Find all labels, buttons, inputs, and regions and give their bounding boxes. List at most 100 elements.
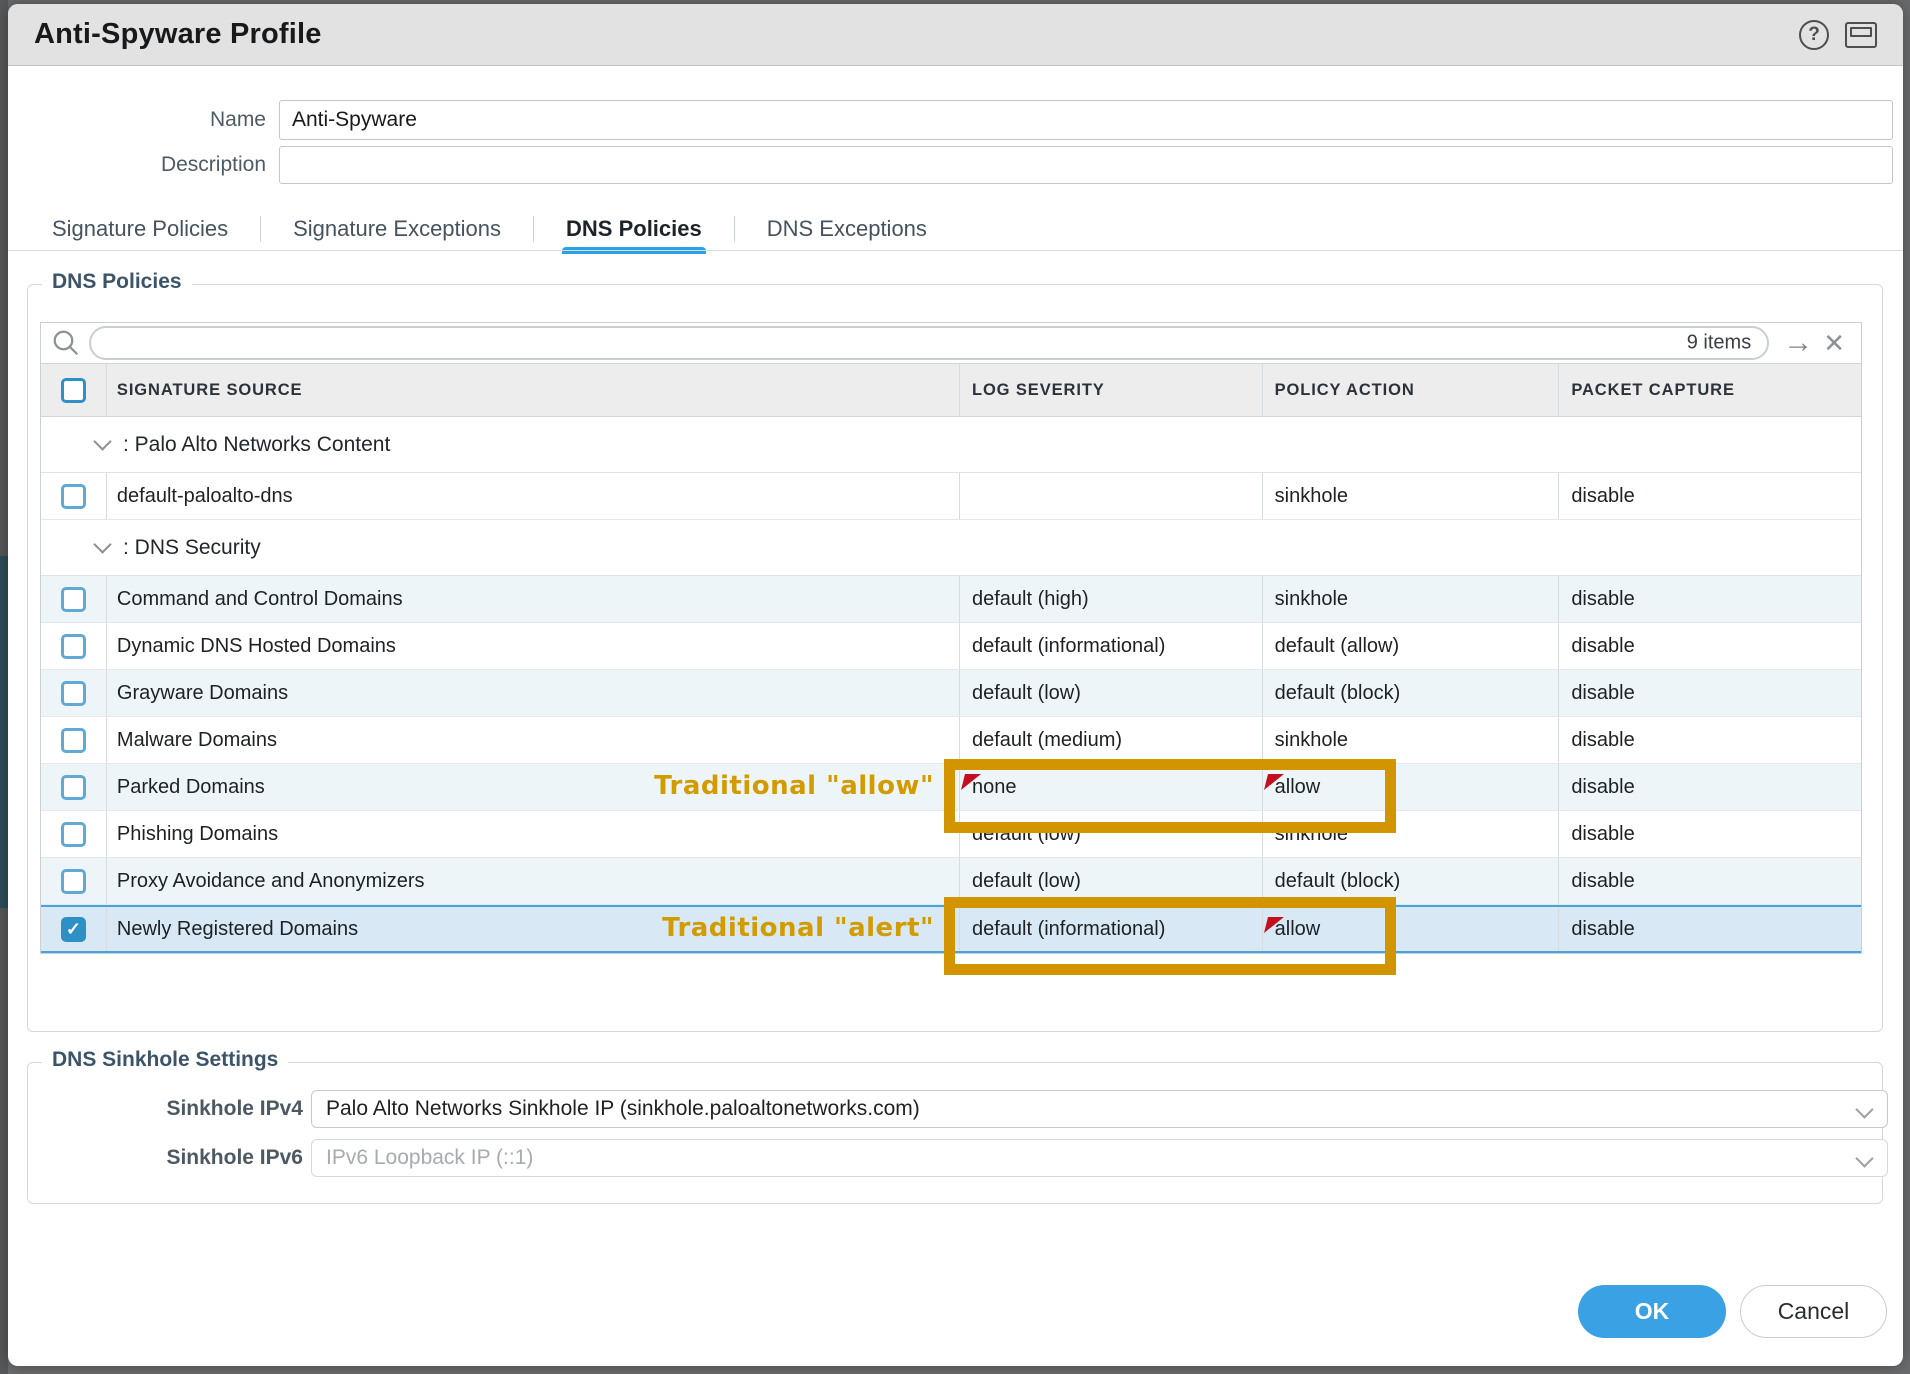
cell-packet-capture[interactable]: disable [1558,670,1861,716]
cell-signature-source[interactable]: Newly Registered Domains [106,907,959,951]
window-restore-icon[interactable] [1845,22,1877,48]
row-checkbox[interactable] [61,728,86,753]
cell-signature-source[interactable]: Command and Control Domains [106,576,959,622]
row-checkbox[interactable] [61,484,86,509]
cell-log-severity[interactable]: default (low) [959,858,1262,904]
dns-policies-table: 9 items → ✕ SIGNATURE SOURCE LOG SEVERIT… [40,322,1862,954]
table-row[interactable]: Grayware Domainsdefault (low)default (bl… [41,670,1861,717]
row-checkbox[interactable] [61,822,86,847]
dns-policies-legend: DNS Policies [42,270,192,294]
cell-policy-action[interactable]: sinkhole [1262,473,1559,519]
row-checkbox[interactable] [61,775,86,800]
search-input[interactable] [91,328,1767,358]
cell-policy-action[interactable]: default (block) [1262,670,1559,716]
cell-log-severity[interactable]: default (low) [959,670,1262,716]
sinkhole-ipv4-label: Sinkhole IPv4 [28,1090,303,1128]
name-input[interactable] [279,100,1893,140]
dialog-titlebar: Anti-Spyware Profile ? [8,4,1903,66]
row-checkbox-cell [41,811,106,857]
cell-packet-capture[interactable]: disable [1558,764,1861,810]
cell-signature-source[interactable]: Proxy Avoidance and Anonymizers [106,858,959,904]
cell-log-severity[interactable]: default (informational) [959,907,1262,951]
row-checkbox-cell [41,670,106,716]
table-row[interactable]: ✓ Newly Registered Domainsdefault (inform… [41,905,1861,953]
description-input[interactable] [279,146,1893,184]
header-signature-source[interactable]: SIGNATURE SOURCE [106,364,959,416]
header-checkbox-cell [41,364,106,416]
group-label: : DNS Security [123,536,261,560]
table-row[interactable]: Dynamic DNS Hosted Domainsdefault (infor… [41,623,1861,670]
tab-dns-policies[interactable]: DNS Policies [560,207,708,251]
table-row[interactable]: Phishing Domainsdefault (low)sinkholedis… [41,811,1861,858]
cell-policy-action[interactable]: allow [1262,907,1559,951]
cell-log-severity[interactable]: none [959,764,1262,810]
cell-signature-source[interactable]: default-paloalto-dns [106,473,959,519]
apply-filter-arrow-icon[interactable]: → [1783,328,1813,358]
table-row[interactable]: Command and Control Domainsdefault (high… [41,576,1861,623]
cell-policy-action[interactable]: sinkhole [1262,576,1559,622]
background-page-fragment [0,908,8,1374]
sinkhole-ipv6-value: IPv6 Loopback IP (::1) [326,1146,533,1170]
cell-policy-action[interactable]: default (block) [1262,858,1559,904]
cell-policy-action[interactable]: default (allow) [1262,623,1559,669]
sinkhole-ipv6-select[interactable]: IPv6 Loopback IP (::1) [311,1139,1888,1177]
sinkhole-ipv4-select[interactable]: Palo Alto Networks Sinkhole IP (sinkhole… [311,1090,1888,1128]
clear-filter-icon[interactable]: ✕ [1823,330,1845,356]
name-label: Name [8,100,266,140]
cell-packet-capture[interactable]: disable [1558,811,1861,857]
cell-log-severity[interactable] [959,473,1262,519]
cancel-button[interactable]: Cancel [1740,1285,1887,1338]
table-row[interactable]: Parked Domainsnoneallowdisable [41,764,1861,811]
cell-policy-action[interactable]: sinkhole [1262,717,1559,763]
background-page-fragment [0,556,8,908]
header-policy-action[interactable]: POLICY ACTION [1262,364,1559,416]
cell-log-severity[interactable]: default (informational) [959,623,1262,669]
table-group-row[interactable]: : Palo Alto Networks Content [41,417,1861,473]
row-checkbox-cell [41,717,106,763]
tab-signature-exceptions[interactable]: Signature Exceptions [287,207,507,251]
cell-log-severity[interactable]: default (high) [959,576,1262,622]
cell-signature-source[interactable]: Dynamic DNS Hosted Domains [106,623,959,669]
help-icon[interactable]: ? [1799,20,1829,50]
table-row[interactable]: Malware Domainsdefault (medium)sinkholed… [41,717,1861,764]
cell-policy-action[interactable]: sinkhole [1262,811,1559,857]
ok-button[interactable]: OK [1578,1285,1726,1338]
table-search-row: 9 items → ✕ [41,323,1861,363]
group-label: : Palo Alto Networks Content [123,433,390,457]
cell-packet-capture[interactable]: disable [1558,907,1861,951]
tab-bar: Signature Policies Signature Exceptions … [46,207,933,251]
cell-packet-capture[interactable]: disable [1558,717,1861,763]
chevron-down-icon[interactable] [93,535,111,553]
row-checkbox[interactable]: ✓ [61,917,86,942]
header-log-severity[interactable]: LOG SEVERITY [959,364,1262,416]
chevron-down-icon[interactable] [93,432,111,450]
tab-signature-policies[interactable]: Signature Policies [46,207,234,251]
row-checkbox[interactable] [61,681,86,706]
tab-separator [734,216,735,242]
cell-packet-capture[interactable]: disable [1558,623,1861,669]
row-checkbox-cell [41,623,106,669]
cell-signature-source[interactable]: Phishing Domains [106,811,959,857]
row-checkbox[interactable] [61,587,86,612]
select-all-checkbox[interactable] [61,378,86,403]
screen: Anti-Spyware Profile ? Name Description … [0,0,1910,1374]
cell-signature-source[interactable]: Malware Domains [106,717,959,763]
cell-signature-source[interactable]: Parked Domains [106,764,959,810]
table-row[interactable]: default-paloalto-dns sinkholedisable [41,473,1861,520]
cell-packet-capture[interactable]: disable [1558,576,1861,622]
row-checkbox[interactable] [61,634,86,659]
cell-log-severity[interactable]: default (medium) [959,717,1262,763]
cell-signature-source[interactable]: Grayware Domains [106,670,959,716]
header-packet-capture[interactable]: PACKET CAPTURE [1558,364,1861,416]
row-checkbox[interactable] [61,869,86,894]
cell-log-severity[interactable]: default (low) [959,811,1262,857]
row-checkbox-cell [41,858,106,904]
tab-dns-exceptions[interactable]: DNS Exceptions [761,207,933,251]
table-body: : Palo Alto Networks Content default-palo… [41,417,1861,953]
cell-packet-capture[interactable]: disable [1558,473,1861,519]
table-group-row[interactable]: : DNS Security [41,520,1861,576]
dns-sinkhole-settings-legend: DNS Sinkhole Settings [42,1048,288,1072]
cell-packet-capture[interactable]: disable [1558,858,1861,904]
cell-policy-action[interactable]: allow [1262,764,1559,810]
table-row[interactable]: Proxy Avoidance and Anonymizersdefault (… [41,858,1861,905]
